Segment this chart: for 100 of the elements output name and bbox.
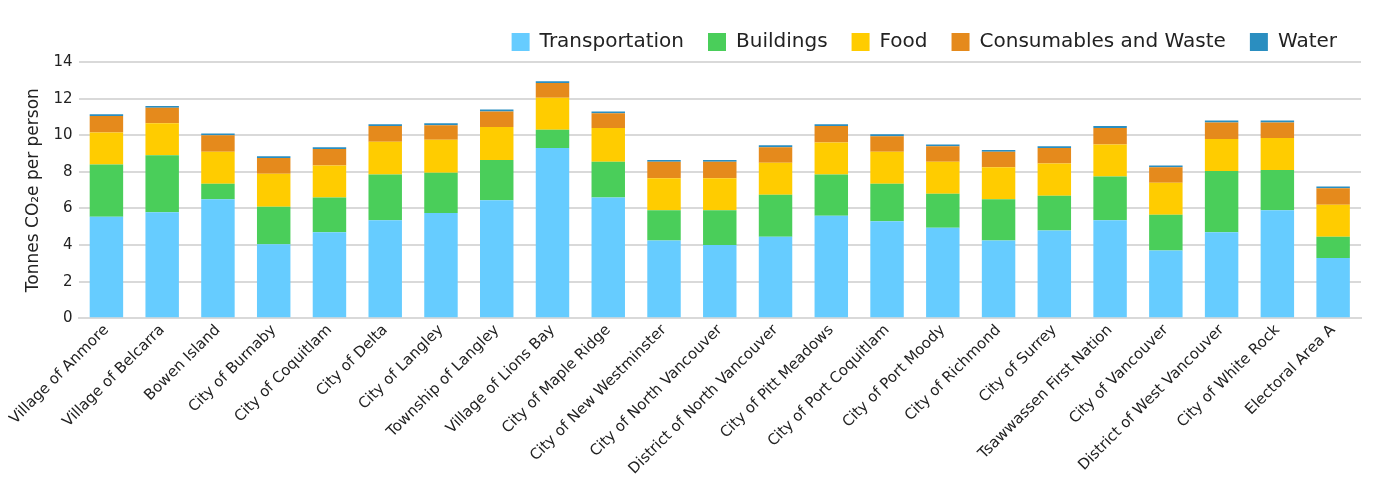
bar xyxy=(591,127,625,162)
bar xyxy=(926,227,960,318)
bar xyxy=(591,113,625,128)
bar xyxy=(926,146,960,162)
bar xyxy=(1316,257,1350,318)
bar xyxy=(201,135,235,152)
bar xyxy=(870,136,904,152)
bar xyxy=(1093,127,1127,145)
bar xyxy=(703,210,737,246)
bar xyxy=(870,151,904,184)
bar xyxy=(424,172,458,214)
bar xyxy=(1204,170,1239,233)
bar xyxy=(368,174,402,221)
bar xyxy=(368,126,402,142)
y-tick-label: 8 xyxy=(62,161,73,180)
legend-label: Transportation xyxy=(538,28,685,53)
bar xyxy=(1260,210,1295,318)
bar xyxy=(312,232,347,318)
bar xyxy=(480,111,514,127)
bar xyxy=(145,212,179,318)
bar xyxy=(814,126,849,143)
bar xyxy=(145,155,179,213)
bar xyxy=(1204,138,1239,171)
bar xyxy=(256,173,291,207)
bar xyxy=(256,206,291,245)
legend-label: Consumables and Waste xyxy=(979,28,1226,53)
bar xyxy=(703,178,737,211)
bar xyxy=(1149,214,1183,251)
bar xyxy=(981,151,1016,168)
bar xyxy=(647,210,681,241)
bar xyxy=(647,161,681,179)
bar xyxy=(535,129,570,149)
bar xyxy=(647,240,681,318)
bar xyxy=(758,162,793,195)
bar xyxy=(1260,122,1295,138)
bar xyxy=(870,221,904,318)
bar xyxy=(145,123,179,156)
legend-label: Food xyxy=(879,28,928,53)
bar xyxy=(981,240,1016,318)
bar xyxy=(1037,195,1072,231)
y-tick-label: 0 xyxy=(62,308,73,327)
bar xyxy=(981,167,1016,200)
bar xyxy=(1316,204,1350,237)
bar xyxy=(480,159,514,201)
y-tick-label: 6 xyxy=(62,198,73,217)
bar xyxy=(591,197,625,318)
bar xyxy=(1316,236,1350,258)
bar xyxy=(89,164,124,217)
bar xyxy=(312,197,347,233)
bar xyxy=(926,193,960,228)
bar xyxy=(201,199,235,318)
bar xyxy=(89,216,124,318)
y-tick-label: 10 xyxy=(53,125,73,144)
bar xyxy=(926,161,960,194)
bar xyxy=(1037,148,1072,164)
bar xyxy=(1260,170,1295,211)
bar xyxy=(535,148,570,318)
bar xyxy=(89,116,124,133)
bar xyxy=(312,148,347,166)
bar xyxy=(1149,250,1183,318)
bar xyxy=(981,199,1016,241)
y-axis-title: Tonnes CO₂e per person xyxy=(21,88,42,294)
legend-label: Buildings xyxy=(736,28,828,53)
bar xyxy=(89,132,124,165)
bar xyxy=(535,97,570,130)
bar xyxy=(1037,230,1072,318)
bar xyxy=(312,165,347,198)
bar xyxy=(1149,167,1183,183)
bar xyxy=(1149,182,1183,215)
y-tick-label: 4 xyxy=(62,234,73,253)
bar xyxy=(814,174,849,216)
bar xyxy=(1260,137,1295,171)
bar xyxy=(814,215,849,318)
bar xyxy=(424,125,458,140)
bar xyxy=(368,141,402,175)
bar xyxy=(424,139,458,173)
legend-label: Water xyxy=(1277,28,1338,53)
bar xyxy=(1037,163,1072,196)
bar xyxy=(591,161,625,198)
bar xyxy=(703,161,737,179)
bar xyxy=(1316,188,1350,205)
bar xyxy=(424,213,458,318)
bar xyxy=(1204,122,1239,139)
bar xyxy=(1204,232,1239,318)
bar xyxy=(256,244,291,318)
bar xyxy=(814,142,849,175)
bar xyxy=(870,183,904,222)
bar xyxy=(703,245,737,318)
bar xyxy=(1093,144,1127,177)
bar xyxy=(758,147,793,163)
bar xyxy=(758,194,793,237)
bar xyxy=(201,151,235,184)
bar xyxy=(480,200,514,318)
bar xyxy=(1093,220,1127,318)
bar xyxy=(256,158,291,174)
bar xyxy=(145,107,179,124)
y-tick-label: 2 xyxy=(62,271,73,290)
bar xyxy=(647,178,681,211)
bar xyxy=(368,220,402,318)
bar xyxy=(480,126,514,160)
